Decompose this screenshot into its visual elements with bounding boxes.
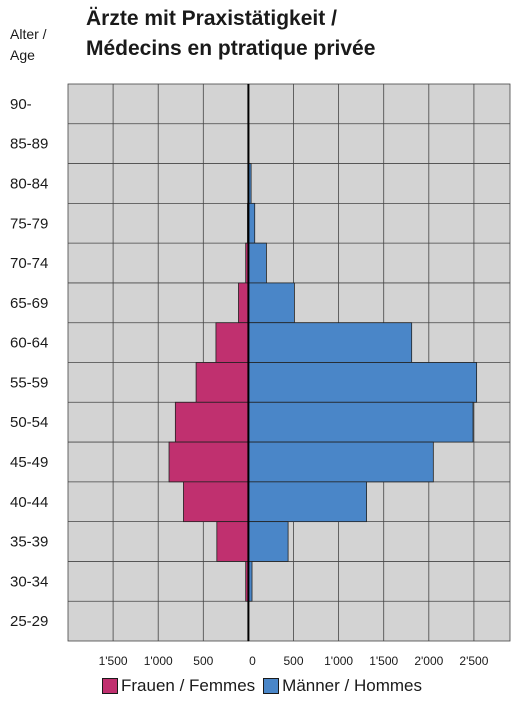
- bar-men: [248, 282, 295, 324]
- age-axis-label-line1: Alter /: [10, 26, 47, 42]
- x-tick-label: 500: [283, 654, 303, 668]
- x-tick-label: 1'500: [369, 654, 398, 668]
- plot-border: [67, 83, 511, 642]
- bar-women: [168, 441, 249, 483]
- legend-label-men: Männer / Hommes: [282, 676, 422, 695]
- chart-title: Ärzte mit Praxistätigkeit / Médecins en …: [86, 4, 375, 64]
- legend-item-women: Frauen / Femmes: [102, 676, 255, 696]
- bar-men: [248, 401, 474, 443]
- x-tick-label: 2'500: [459, 654, 488, 668]
- age-axis-label: Alter / Age: [10, 24, 47, 66]
- bar-women: [215, 322, 249, 363]
- age-tick-label: 65-69: [10, 295, 48, 312]
- age-tick-label: 40-44: [10, 494, 48, 511]
- age-tick-label: 60-64: [10, 335, 48, 352]
- bar-men: [248, 441, 434, 483]
- age-tick-label: 25-29: [10, 613, 48, 630]
- chart-title-line1: Ärzte mit Praxistätigkeit /: [86, 7, 337, 30]
- x-tick-label: 2'000: [414, 654, 443, 668]
- bar-men: [248, 362, 478, 403]
- bar-men: [248, 481, 367, 523]
- bar-women: [183, 481, 249, 523]
- chart-title-line2: Médecins en ptratique privée: [86, 37, 376, 60]
- bar-men: [248, 521, 289, 562]
- legend-swatch-men: [263, 678, 280, 694]
- age-tick-label: 45-49: [10, 454, 48, 471]
- x-tick-label: 1'500: [99, 654, 128, 668]
- legend-label-women: Frauen / Femmes: [121, 676, 256, 695]
- age-axis-label-line2: Age: [10, 47, 35, 63]
- age-tick-label: 50-54: [10, 414, 48, 431]
- age-tick-label: 35-39: [10, 534, 48, 551]
- bar-women: [174, 401, 249, 443]
- x-tick-label: 500: [193, 654, 213, 668]
- x-tick-label: 1'000: [324, 654, 353, 668]
- x-tick-label: 1'000: [144, 654, 173, 668]
- age-tick-label: 70-74: [10, 255, 48, 272]
- bar-men: [248, 242, 267, 284]
- bar-women: [216, 521, 249, 562]
- age-tick-label: 30-34: [10, 573, 48, 590]
- bar-women: [195, 362, 249, 403]
- age-tick-label: 90-: [10, 96, 32, 113]
- bar-women: [238, 282, 249, 324]
- age-tick-label: 80-84: [10, 175, 48, 192]
- bar-men: [248, 322, 413, 363]
- age-tick-label: 75-79: [10, 215, 48, 232]
- age-tick-label: 85-89: [10, 136, 48, 153]
- legend: Frauen / Femmes Männer / Hommes: [102, 676, 430, 696]
- x-tick-label: 0: [249, 654, 256, 668]
- age-tick-label: 55-59: [10, 374, 48, 391]
- legend-item-men: Männer / Hommes: [263, 676, 422, 696]
- legend-swatch-women: [102, 678, 118, 694]
